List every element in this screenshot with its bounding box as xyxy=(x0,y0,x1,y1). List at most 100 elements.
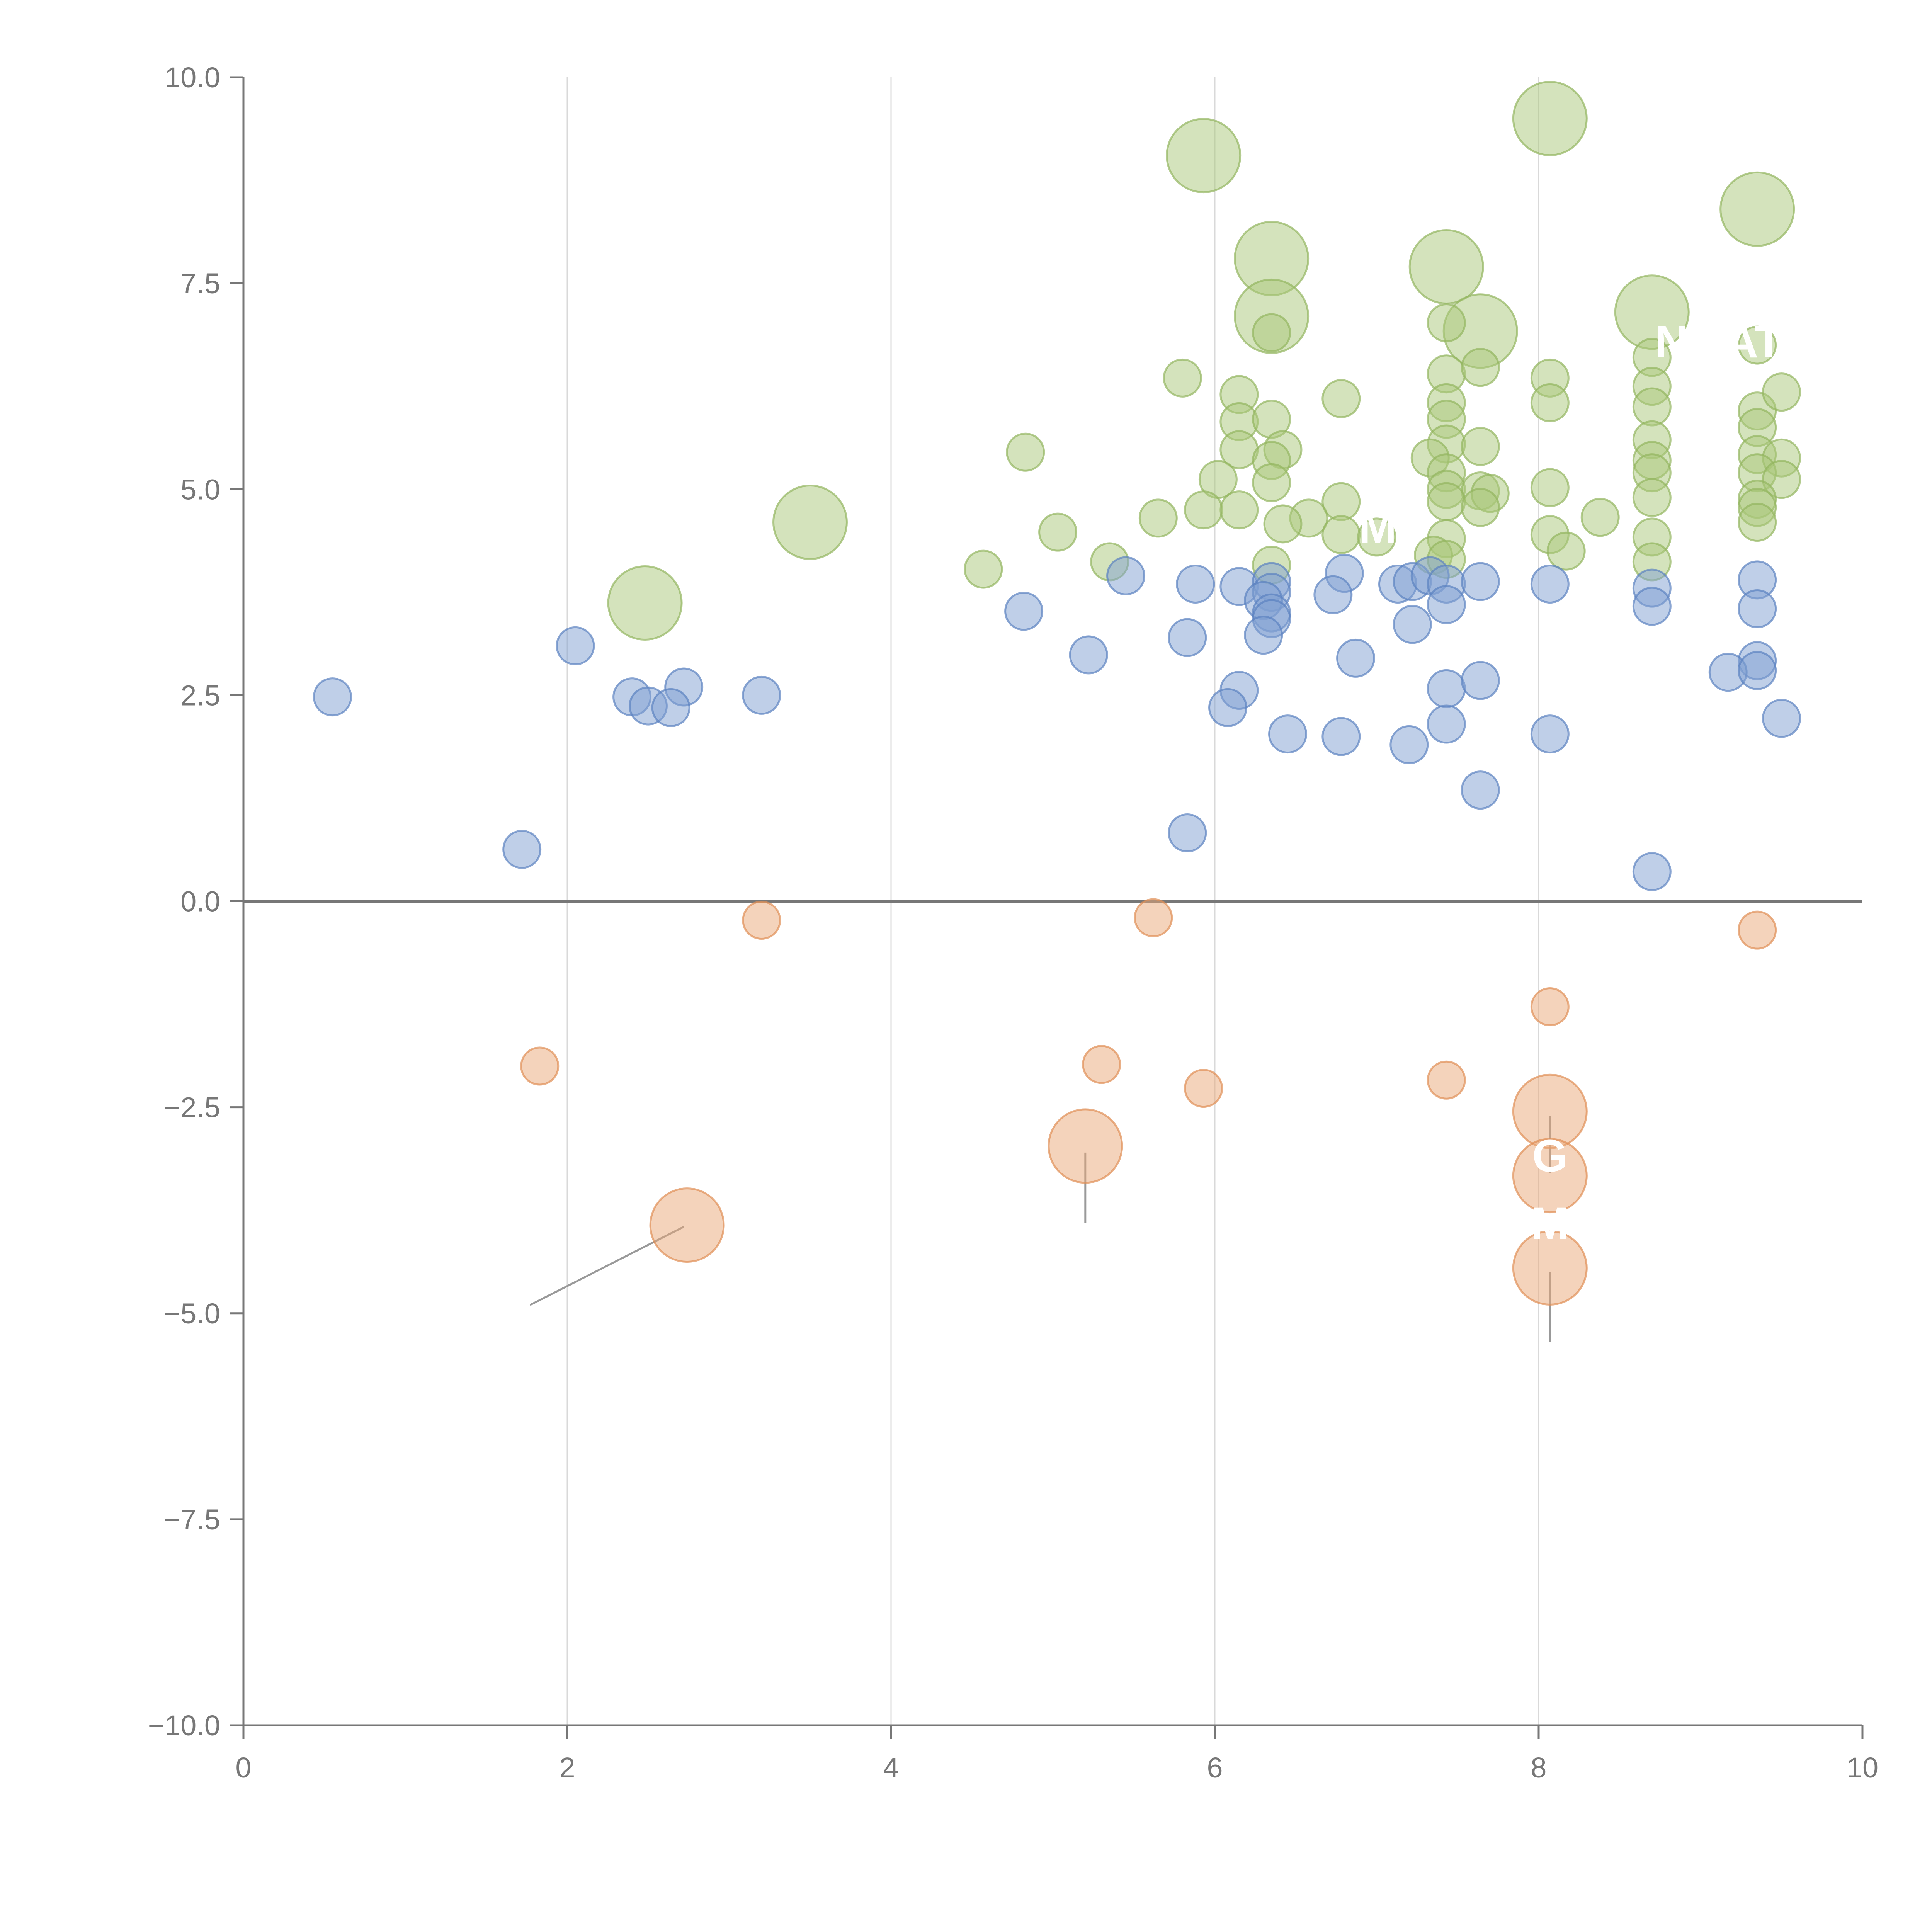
orange-point xyxy=(520,1046,560,1086)
orange-point xyxy=(1738,910,1777,950)
green-point xyxy=(1632,478,1672,517)
y-tick-label: 10.0 xyxy=(165,61,220,94)
blue-point xyxy=(1461,770,1500,810)
green-point xyxy=(1252,463,1291,502)
x-tick-label: 10 xyxy=(1847,1752,1878,1784)
green-point xyxy=(772,485,848,560)
green-point xyxy=(1632,387,1672,427)
point-labels: MY N AT GM xyxy=(1359,316,1782,1249)
blue-point xyxy=(1069,635,1108,675)
blue-point xyxy=(1004,592,1044,631)
green-point xyxy=(1461,348,1500,387)
point-label: AT xyxy=(1725,316,1783,367)
green-point xyxy=(1163,358,1202,398)
point-label: M xyxy=(1531,1198,1569,1249)
blue-point xyxy=(1427,704,1466,744)
point-label: G xyxy=(1532,1131,1568,1182)
blue-point xyxy=(1738,651,1777,690)
blue-point xyxy=(1208,688,1248,727)
blue-point xyxy=(556,626,595,665)
green-point xyxy=(1512,81,1588,156)
blue-point xyxy=(742,675,781,715)
green-point xyxy=(964,549,1003,589)
green-point xyxy=(1408,229,1484,304)
green-point xyxy=(1530,468,1570,507)
blue-point xyxy=(1427,669,1466,708)
x-tick-label: 2 xyxy=(559,1752,575,1784)
orange-point xyxy=(1427,1060,1466,1100)
blue-point xyxy=(1313,575,1353,614)
data-points xyxy=(313,81,1801,1306)
x-tick-label: 8 xyxy=(1531,1752,1546,1784)
green-point xyxy=(1184,490,1223,530)
green-point xyxy=(1357,517,1396,557)
green-point xyxy=(1719,171,1795,247)
green-point xyxy=(1738,503,1777,542)
blue-point xyxy=(1336,638,1376,678)
orange-point xyxy=(742,901,781,940)
blue-point xyxy=(1244,616,1283,655)
green-point xyxy=(1461,427,1500,466)
blue-point xyxy=(1461,661,1500,700)
x-tick-label: 0 xyxy=(235,1752,251,1784)
blue-point xyxy=(1106,556,1146,595)
blue-point xyxy=(1632,852,1672,891)
x-tick-label: 6 xyxy=(1207,1752,1223,1784)
green-point xyxy=(1321,482,1361,521)
green-point xyxy=(1166,118,1242,194)
green-point xyxy=(1263,504,1303,544)
green-point xyxy=(1427,303,1466,342)
green-point xyxy=(1138,498,1178,538)
blue-point xyxy=(313,677,352,717)
y-tick-label: −5.0 xyxy=(164,1298,220,1330)
y-tick-label: −10.0 xyxy=(148,1709,220,1742)
green-point xyxy=(1321,379,1361,418)
orange-point xyxy=(1048,1108,1123,1184)
y-tick-label: −7.5 xyxy=(164,1503,220,1536)
orange-point xyxy=(1134,898,1173,937)
green-point xyxy=(1546,531,1586,571)
y-tick-label: −2.5 xyxy=(164,1092,220,1124)
blue-point xyxy=(1389,725,1429,764)
blue-point xyxy=(1168,618,1207,657)
blue-point xyxy=(1168,813,1207,853)
green-point xyxy=(1006,432,1045,472)
green-point xyxy=(1038,512,1078,552)
orange-point xyxy=(1082,1045,1121,1084)
tick-labels: 0 2 4 6 8 10 10.0 7.5 5.0 2.5 0.0 −2.5 −5.0 −7.5 −10.0 xyxy=(148,61,1878,1784)
blue-point xyxy=(1268,714,1308,754)
x-tick-label: 4 xyxy=(883,1752,899,1784)
green-point xyxy=(1580,498,1620,537)
blue-point xyxy=(1427,585,1466,624)
orange-point xyxy=(649,1187,725,1263)
blue-point xyxy=(1762,699,1801,738)
blue-point xyxy=(1321,717,1361,756)
blue-point xyxy=(1738,589,1777,628)
orange-point xyxy=(1512,1230,1588,1306)
green-point xyxy=(1762,372,1801,412)
blue-point xyxy=(1530,564,1570,604)
blue-point xyxy=(1530,714,1570,754)
axes xyxy=(230,76,1864,1739)
orange-point xyxy=(1512,1138,1588,1214)
y-tick-label: 2.5 xyxy=(180,679,220,711)
green-point xyxy=(607,565,683,641)
green-point xyxy=(1219,490,1259,530)
blue-point xyxy=(1176,564,1215,604)
blue-point xyxy=(1393,605,1432,644)
green-point xyxy=(1427,482,1466,521)
point-label: MY xyxy=(1359,502,1427,553)
green-point xyxy=(1252,313,1291,352)
blue-point xyxy=(1632,587,1672,626)
y-tick-label: 5.0 xyxy=(180,473,220,505)
blue-point xyxy=(1461,562,1500,601)
y-tick-label: 7.5 xyxy=(180,267,220,299)
green-point xyxy=(1530,383,1570,422)
green-point xyxy=(1738,325,1777,365)
blue-point xyxy=(502,830,542,869)
green-point xyxy=(1321,515,1361,554)
orange-point xyxy=(1184,1069,1223,1108)
green-point xyxy=(1461,488,1500,527)
